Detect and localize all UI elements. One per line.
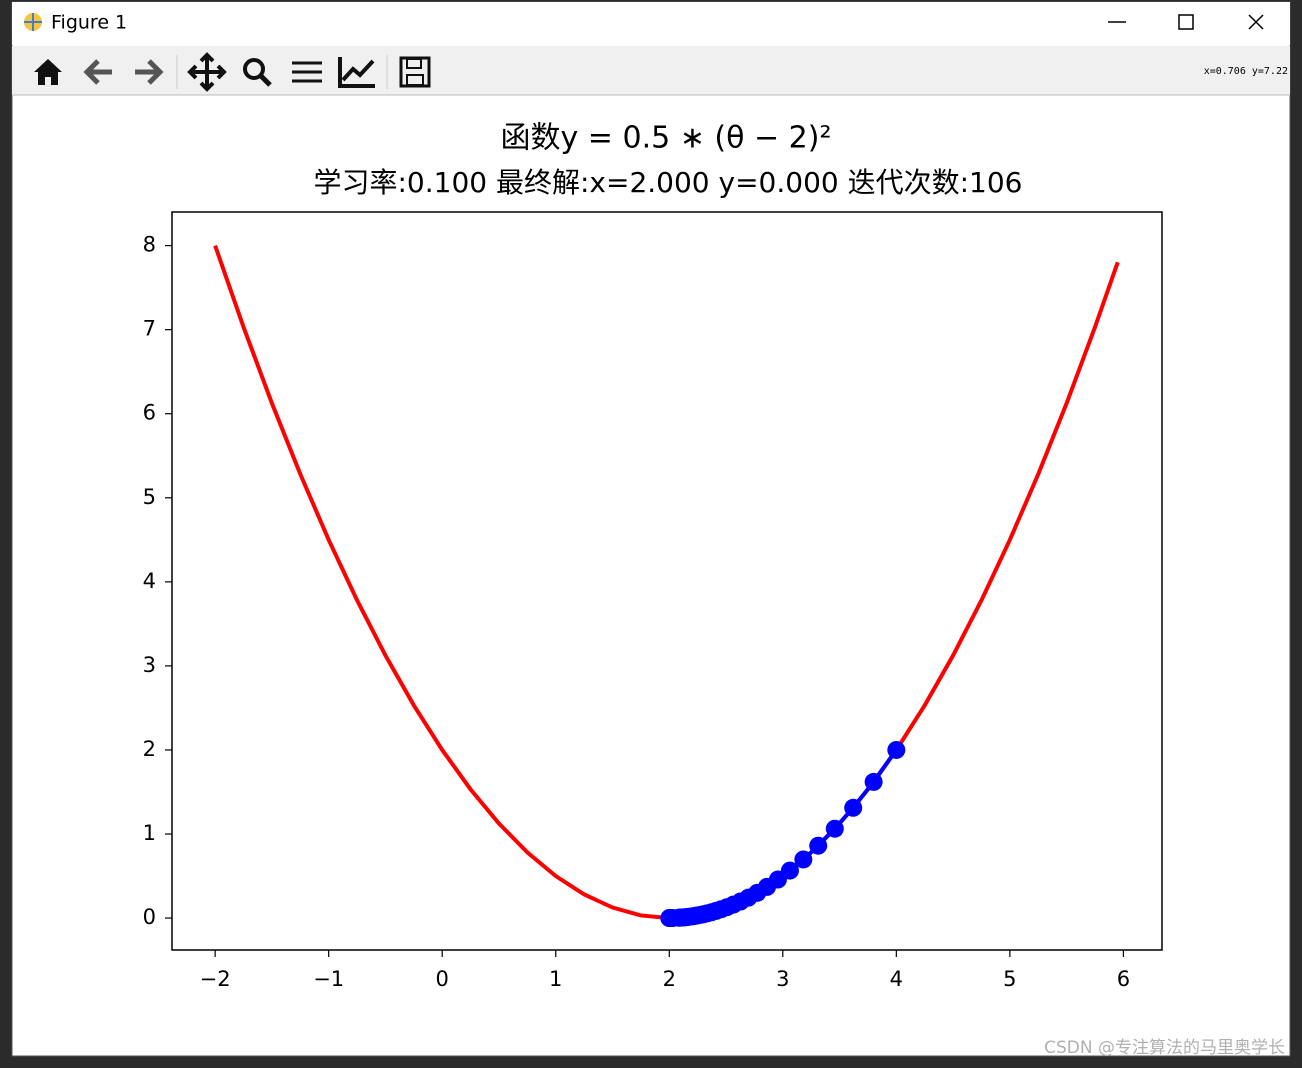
y-tick-label: 8 — [143, 233, 156, 257]
back-button[interactable] — [83, 59, 112, 85]
plot-area: −2 −1 0 1 2 3 4 5 6 0 1 2 3 4 5 6 7 8 — [143, 233, 1130, 991]
point — [809, 836, 828, 855]
chart-title: 函数y = 0.5 ∗ (θ − 2)² — [501, 121, 832, 156]
y-tick-label: 1 — [143, 821, 156, 845]
x-tick-label: −1 — [313, 967, 344, 991]
x-tick-label: 5 — [1003, 967, 1016, 991]
x-tick-label: 3 — [776, 967, 789, 991]
y-tick-label: 4 — [143, 569, 156, 593]
pan-button[interactable] — [187, 52, 227, 92]
home-button[interactable] — [34, 59, 62, 85]
watermark: CSDN @专注算法的马里奥学长 — [1044, 1038, 1285, 1058]
edit-button[interactable] — [338, 57, 375, 88]
forward-button[interactable] — [135, 59, 164, 85]
point — [887, 740, 906, 759]
y-tick-label: 0 — [143, 905, 156, 929]
y-tick-label: 3 — [143, 653, 156, 677]
point — [660, 909, 679, 928]
x-tick-label: 6 — [1117, 967, 1130, 991]
x-tick-label: 1 — [549, 967, 562, 991]
x-tick-label: 0 — [436, 967, 449, 991]
save-button[interactable] — [399, 56, 431, 88]
title-bar — [12, 2, 1290, 45]
x-tick-label: −2 — [200, 967, 231, 991]
point — [825, 819, 844, 838]
y-tick-label: 7 — [143, 317, 156, 341]
plot-frame — [171, 211, 1163, 951]
chart-subtitle: 学习率:0.100 最终解:x=2.000 y=0.000 迭代次数:106 — [314, 166, 1023, 199]
point — [794, 850, 813, 869]
point — [844, 798, 863, 817]
cursor-coords: x=0.706 y=7.22 — [1204, 66, 1288, 77]
window — [11, 1, 1291, 1057]
x-tick-label: 4 — [890, 967, 903, 991]
window-title: Figure 1 — [51, 12, 127, 34]
point — [864, 772, 883, 791]
app-icon — [24, 13, 42, 31]
configure-button[interactable] — [292, 61, 322, 83]
y-tick-label: 5 — [143, 485, 156, 509]
y-tick-label: 6 — [143, 401, 156, 425]
close-button[interactable] — [1248, 14, 1264, 30]
x-tick-label: 2 — [663, 967, 676, 991]
zoom-button[interactable] — [243, 58, 272, 87]
y-tick-label: 2 — [143, 737, 156, 761]
maximize-button[interactable] — [1178, 14, 1194, 30]
toolbar-icons — [34, 52, 431, 92]
